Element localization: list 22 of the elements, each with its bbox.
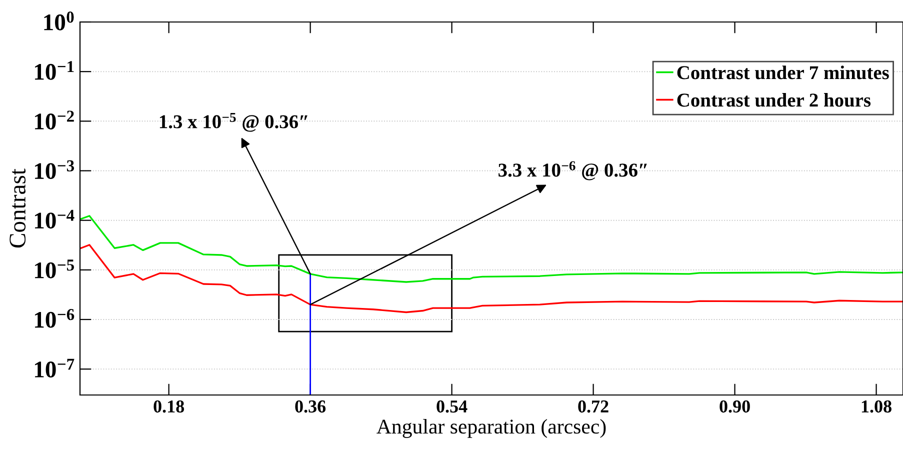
- x-tick-label: 0.54: [436, 400, 468, 413]
- x-axis-title: Angular separation (arcsec): [376, 419, 606, 438]
- legend-label: Contrast under 2 hours: [677, 93, 871, 107]
- y-tick-label: 10$^{−1}$: [35, 61, 74, 80]
- y-tick-label: 10$^{−4}$: [35, 210, 74, 229]
- annotation: 3.3 x 10$^{−6}$ @ 0.36″: [498, 161, 647, 180]
- x-tick-label: 0.90: [720, 400, 750, 413]
- y-axis-title: Contrast: [10, 168, 26, 248]
- y-tick-label: 10$^{−2}$: [35, 110, 74, 130]
- line-series: [80, 215, 903, 283]
- line-series: [80, 244, 903, 314]
- legend-label: Contrast under 7 minutes: [677, 66, 889, 80]
- x-tick-label: 0.36: [295, 400, 326, 413]
- y-tick-label: 10$^{0}$: [44, 12, 74, 30]
- annotation: 1.3 x 10$^{−5}$ @ 0.36″: [160, 112, 308, 132]
- x-tick-label: 0.18: [154, 400, 184, 413]
- y-tick-label: 10$^{−5}$: [35, 260, 74, 278]
- y-tick-label: 10$^{−7}$: [35, 358, 74, 378]
- x-tick-label: 1.08: [862, 400, 892, 413]
- y-tick-label: 10$^{−3}$: [35, 160, 74, 180]
- y-tick-label: 10$^{−6}$: [35, 309, 74, 328]
- x-tick-label: 0.72: [578, 400, 608, 413]
